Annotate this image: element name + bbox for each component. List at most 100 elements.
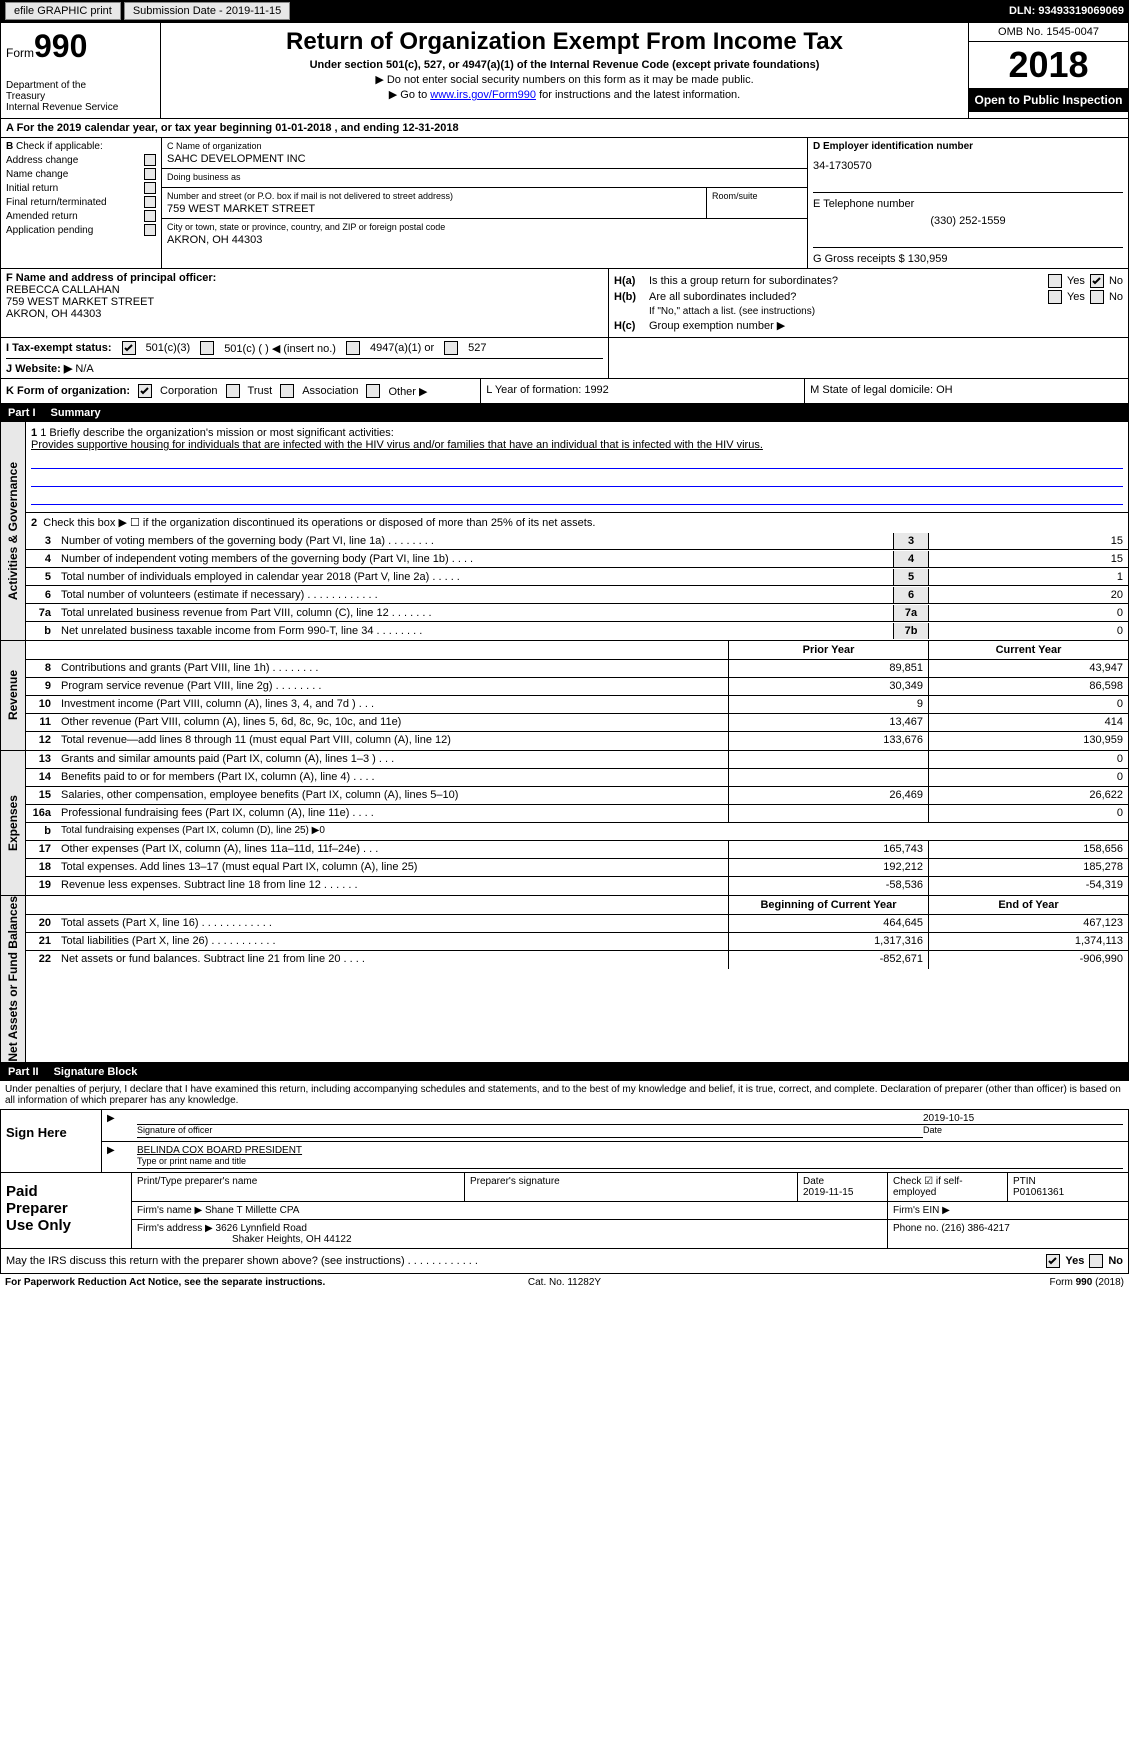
checkbox-icon[interactable] bbox=[1090, 290, 1104, 304]
checkbox-icon[interactable] bbox=[144, 210, 156, 222]
signature-row: ▶ Signature of officer 2019-10-15 Date bbox=[102, 1110, 1128, 1142]
table-row: 9Program service revenue (Part VIII, lin… bbox=[26, 678, 1128, 696]
efile-btn[interactable]: efile GRAPHIC print bbox=[5, 2, 121, 20]
year-formation: L Year of formation: 1992 bbox=[481, 379, 805, 403]
org-name-cell: C Name of organization SAHC DEVELOPMENT … bbox=[162, 138, 807, 169]
preparer-section: PaidPreparerUse Only Print/Type preparer… bbox=[0, 1173, 1129, 1249]
table-row: 7aTotal unrelated business revenue from … bbox=[26, 604, 1128, 622]
hb-yes-no: Yes No bbox=[1048, 290, 1123, 304]
checkbox-icon[interactable] bbox=[200, 341, 214, 355]
netassets-label: Net Assets or Fund Balances bbox=[1, 896, 26, 1062]
principal-officer: F Name and address of principal officer:… bbox=[1, 269, 608, 337]
table-row: 6Total number of volunteers (estimate if… bbox=[26, 586, 1128, 604]
table-row: 5Total number of individuals employed in… bbox=[26, 568, 1128, 586]
line2-checkbox: 2 Check this box ▶ ☐ if the organization… bbox=[26, 512, 1128, 532]
prep-header-row: Print/Type preparer's name Preparer's si… bbox=[132, 1173, 1128, 1202]
col-b-org-info: C Name of organization SAHC DEVELOPMENT … bbox=[161, 138, 808, 268]
checkbox-icon[interactable] bbox=[144, 196, 156, 208]
table-row: 21Total liabilities (Part X, line 26) . … bbox=[26, 933, 1128, 951]
website-row: J Website: ▶ N/A bbox=[6, 359, 603, 375]
checkbox-icon[interactable] bbox=[144, 182, 156, 194]
part2-header: Part II Signature Block bbox=[0, 1063, 1129, 1081]
checkbox-icon[interactable] bbox=[444, 341, 458, 355]
gross-cell: G Gross receipts $ 130,959 bbox=[813, 247, 1123, 265]
expenses-section: Expenses 13Grants and similar amounts pa… bbox=[0, 751, 1129, 896]
open-inspection: Open to Public Inspection bbox=[969, 88, 1128, 112]
top-bar: efile GRAPHIC print Submission Date - 20… bbox=[0, 0, 1129, 22]
row-fh: F Name and address of principal officer:… bbox=[0, 269, 1129, 338]
street-cell: Number and street (or P.O. box if mail i… bbox=[162, 188, 807, 218]
checkbox-icon[interactable] bbox=[346, 341, 360, 355]
checkbox-checked-icon[interactable] bbox=[1046, 1254, 1060, 1268]
form-subtitle-3: ▶ Go to www.irs.gov/Form990 for instruct… bbox=[166, 88, 963, 101]
applicable-checkbox: Name change bbox=[6, 168, 156, 180]
applicable-checkbox: Initial return bbox=[6, 182, 156, 194]
table-row: 19Revenue less expenses. Subtract line 1… bbox=[26, 877, 1128, 895]
table-row: 16aProfessional fundraising fees (Part I… bbox=[26, 805, 1128, 823]
checkbox-icon[interactable] bbox=[144, 154, 156, 166]
group-return-section: H(a) Is this a group return for subordin… bbox=[608, 269, 1128, 337]
sign-section: Sign Here ▶ Signature of officer 2019-10… bbox=[0, 1110, 1129, 1173]
governance-section: Activities & Governance 1 1 Briefly desc… bbox=[0, 422, 1129, 641]
table-row: 20Total assets (Part X, line 16) . . . .… bbox=[26, 915, 1128, 933]
table-row: 18Total expenses. Add lines 13–17 (must … bbox=[26, 859, 1128, 877]
checkbox-icon[interactable] bbox=[1048, 274, 1062, 288]
checkbox-icon[interactable] bbox=[1089, 1254, 1103, 1268]
table-row: 13Grants and similar amounts paid (Part … bbox=[26, 751, 1128, 769]
tel-cell: E Telephone number (330) 252-1559 bbox=[813, 192, 1123, 227]
table-row: 11Other revenue (Part VIII, column (A), … bbox=[26, 714, 1128, 732]
applicable-checkbox: Amended return bbox=[6, 210, 156, 222]
col-b-checkboxes: B Check if applicable: Address changeNam… bbox=[1, 138, 161, 268]
checkbox-icon[interactable] bbox=[144, 224, 156, 236]
end-year-header: End of Year bbox=[928, 896, 1128, 914]
checkbox-checked-icon[interactable] bbox=[1090, 274, 1104, 288]
table-row: 4Number of independent voting members of… bbox=[26, 550, 1128, 568]
revenue-section: Revenue Prior Year Current Year 8Contrib… bbox=[0, 641, 1129, 751]
irs-link[interactable]: www.irs.gov/Form990 bbox=[430, 89, 536, 101]
tax-exempt-row: I Tax-exempt status: 501(c)(3) 501(c) ( … bbox=[6, 341, 603, 359]
dept-label: Department of theTreasuryInternal Revenu… bbox=[6, 80, 155, 113]
expenses-label: Expenses bbox=[1, 751, 26, 895]
table-row: 12Total revenue—add lines 8 through 11 (… bbox=[26, 732, 1128, 750]
table-row: 8Contributions and grants (Part VIII, li… bbox=[26, 660, 1128, 678]
section-b: B Check if applicable: Address changeNam… bbox=[0, 138, 1129, 269]
dba-cell: Doing business as bbox=[162, 169, 807, 188]
tax-year: 2018 bbox=[969, 42, 1128, 88]
row-a-calendar-year: A For the 2019 calendar year, or tax yea… bbox=[0, 119, 1129, 138]
header-col-left: Form990 Department of theTreasuryInterna… bbox=[1, 23, 161, 118]
ein-value: 34-1730570 bbox=[813, 160, 1123, 172]
col-b-right: D Employer identification number 34-1730… bbox=[808, 138, 1128, 268]
omb-number: OMB No. 1545-0047 bbox=[969, 23, 1128, 42]
table-row: bNet unrelated business taxable income f… bbox=[26, 622, 1128, 640]
form-subtitle-2: ▶ Do not enter social security numbers o… bbox=[166, 73, 963, 86]
table-row: 14Benefits paid to or for members (Part … bbox=[26, 769, 1128, 787]
applicable-checkbox: Address change bbox=[6, 154, 156, 166]
row-ij-right bbox=[608, 338, 1128, 378]
submission-date-btn[interactable]: Submission Date - 2019-11-15 bbox=[124, 2, 290, 20]
table-row: 3Number of voting members of the governi… bbox=[26, 532, 1128, 550]
dln: DLN: 93493319069069 bbox=[1009, 5, 1124, 17]
checkbox-checked-icon[interactable] bbox=[138, 384, 152, 398]
catalog-number: Cat. No. 11282Y bbox=[378, 1277, 751, 1288]
applicable-checkbox: Final return/terminated bbox=[6, 196, 156, 208]
city-cell: City or town, state or province, country… bbox=[162, 218, 807, 249]
checkbox-icon[interactable] bbox=[1048, 290, 1062, 304]
prior-year-header: Prior Year bbox=[728, 641, 928, 659]
preparer-label: PaidPreparerUse Only bbox=[1, 1173, 131, 1248]
mission-area: 1 1 Briefly describe the organization's … bbox=[26, 422, 1128, 512]
netassets-section: Net Assets or Fund Balances Beginning of… bbox=[0, 896, 1129, 1063]
checkbox-icon[interactable] bbox=[226, 384, 240, 398]
ha-yes-no: Yes No bbox=[1048, 274, 1123, 288]
governance-label: Activities & Governance bbox=[1, 422, 26, 640]
checkbox-icon[interactable] bbox=[366, 384, 380, 398]
checkbox-icon[interactable] bbox=[280, 384, 294, 398]
table-row: 10Investment income (Part VIII, column (… bbox=[26, 696, 1128, 714]
form-number: Form990 bbox=[6, 28, 155, 65]
checkbox-checked-icon[interactable] bbox=[122, 341, 136, 355]
perjury-statement: Under penalties of perjury, I declare th… bbox=[0, 1081, 1129, 1110]
footer-row: For Paperwork Reduction Act Notice, see … bbox=[0, 1274, 1129, 1291]
beginning-year-header: Beginning of Current Year bbox=[728, 896, 928, 914]
checkbox-icon[interactable] bbox=[144, 168, 156, 180]
state-domicile: M State of legal domicile: OH bbox=[805, 379, 1128, 403]
form-header: Form990 Department of theTreasuryInterna… bbox=[0, 22, 1129, 119]
